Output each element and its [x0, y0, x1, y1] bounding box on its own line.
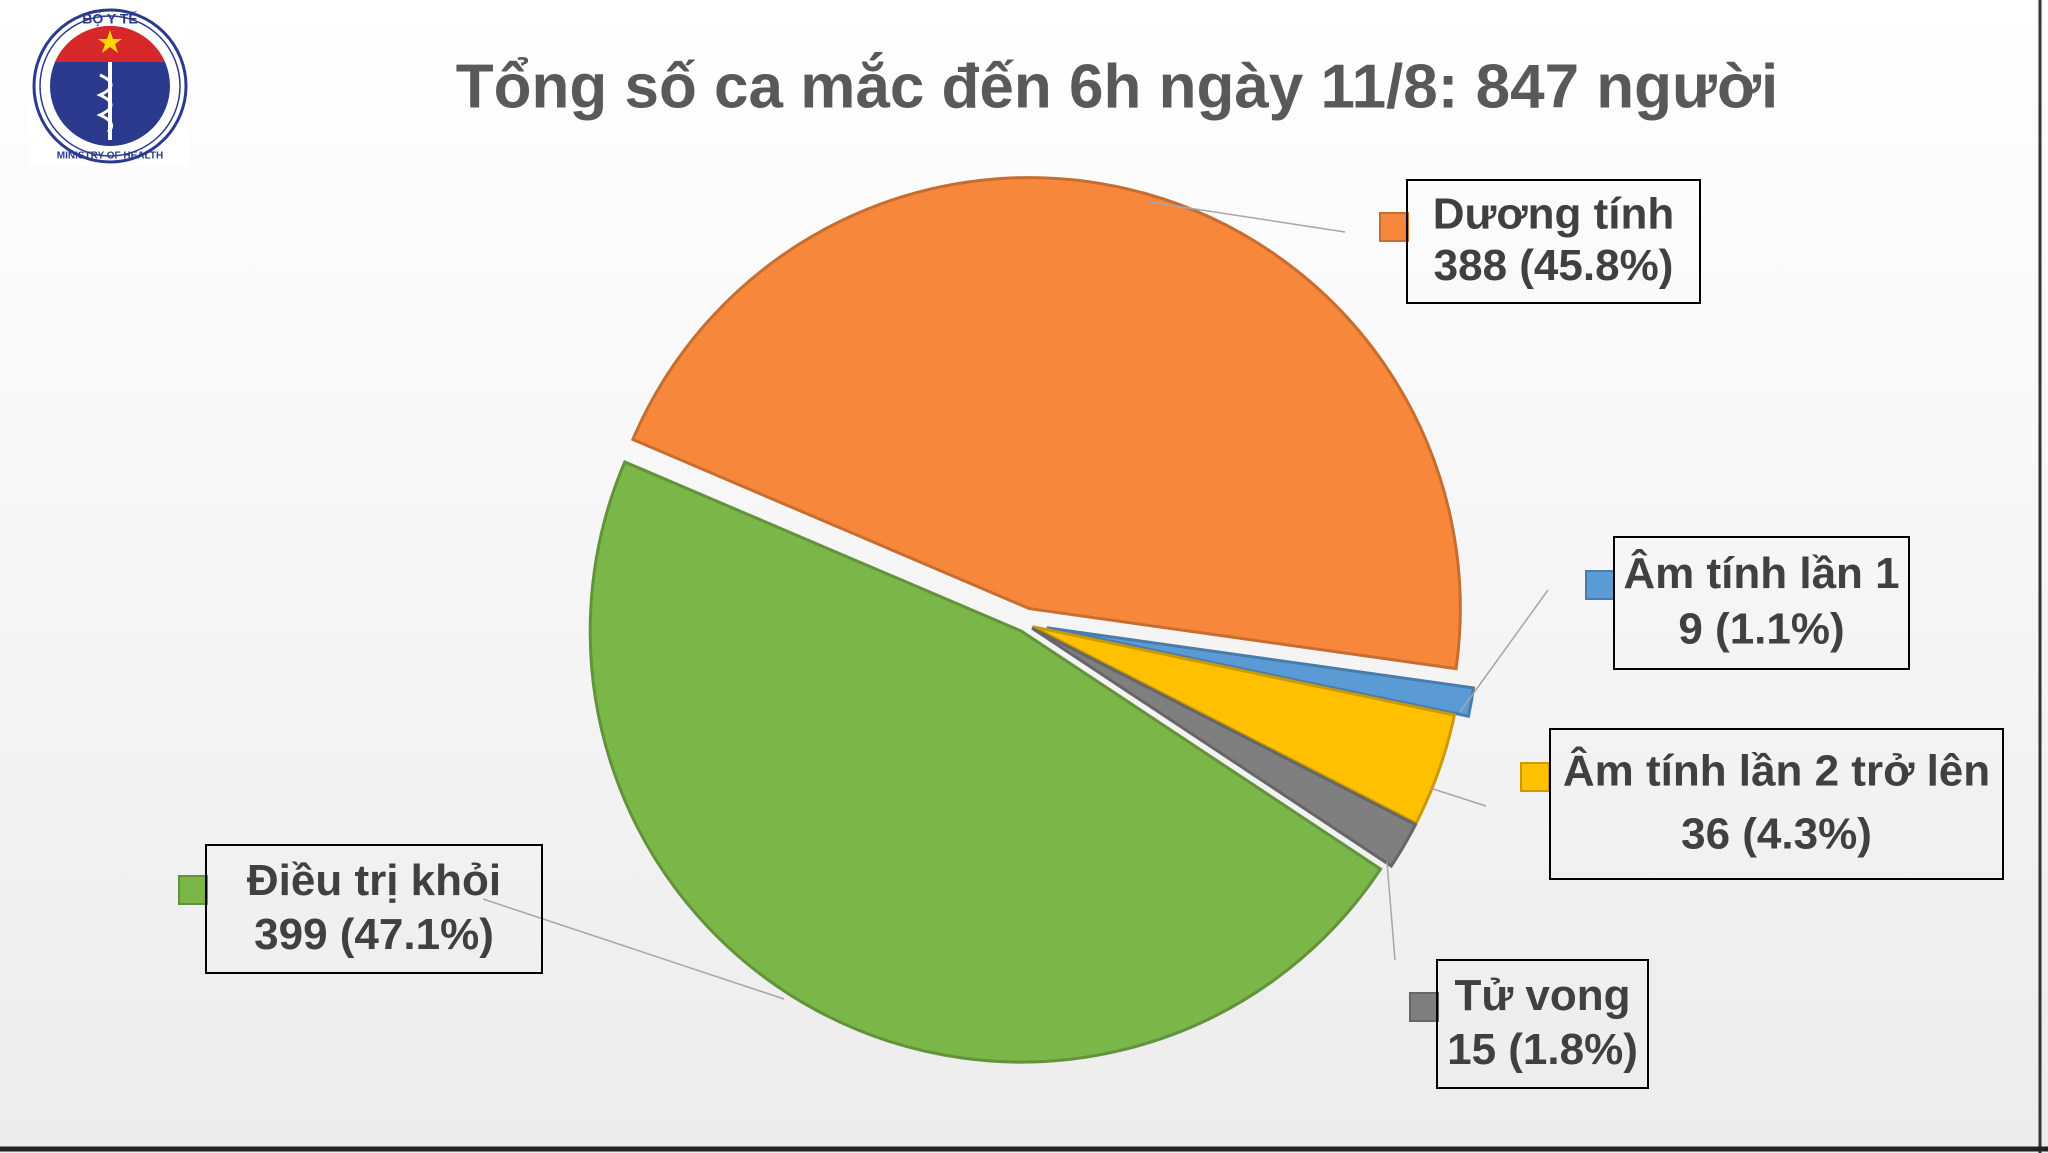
- legend-label: Âm tính lần 1: [1623, 548, 1899, 598]
- leader-line: [1386, 861, 1396, 961]
- label-box: [1549, 728, 2004, 880]
- label-box: [205, 844, 543, 974]
- logo: BỘ Y TẾ MINISTRY OF HEALTH: [30, 6, 190, 166]
- legend-swatch: [178, 875, 208, 905]
- legend-swatch: [1520, 762, 1550, 792]
- logo-snake: [96, 73, 114, 134]
- label-box: [1436, 959, 1649, 1089]
- leader-line: [1429, 787, 1487, 807]
- value-label: 15 (1.8%): [1447, 1025, 1638, 1074]
- value-label: 399 (47.1%): [254, 910, 494, 959]
- legend-label: Dương tính: [1433, 190, 1675, 239]
- logo-ring: [32, 8, 188, 164]
- legend-swatch: [1585, 570, 1615, 600]
- value-label: 388 (45.8%): [1434, 241, 1674, 290]
- pie-slice: [630, 176, 1462, 671]
- legend-label: Điều trị khỏi: [247, 856, 501, 905]
- pie-slice: [1031, 625, 1457, 826]
- legend-label: Tử vong: [1454, 971, 1630, 1020]
- label-box: [1406, 179, 1701, 304]
- pie-slice: [1046, 626, 1476, 718]
- leader-line: [482, 898, 785, 1000]
- chart-title: Tổng số ca mắc đến 6h ngày 11/8: 847 ngư…: [456, 52, 1779, 121]
- leader-line: [1148, 201, 1346, 233]
- logo-star: [98, 30, 122, 53]
- pie-slice: [588, 459, 1383, 1064]
- leader-line: [1459, 589, 1549, 713]
- legend-label: Âm tính lần 2 trở lên: [1563, 746, 1990, 796]
- pie-slice: [1031, 626, 1418, 869]
- label-box: [1613, 536, 1910, 670]
- value-label: 9 (1.1%): [1678, 605, 1844, 654]
- logo-top: BỘ Y TẾ: [82, 10, 138, 27]
- legend-swatch: [1379, 212, 1409, 242]
- logo-bottom: MINISTRY OF HEALTH: [57, 151, 163, 162]
- legend-swatch: [1409, 992, 1439, 1022]
- value-label: 36 (4.3%): [1681, 810, 1872, 859]
- logo-ring: [39, 15, 181, 157]
